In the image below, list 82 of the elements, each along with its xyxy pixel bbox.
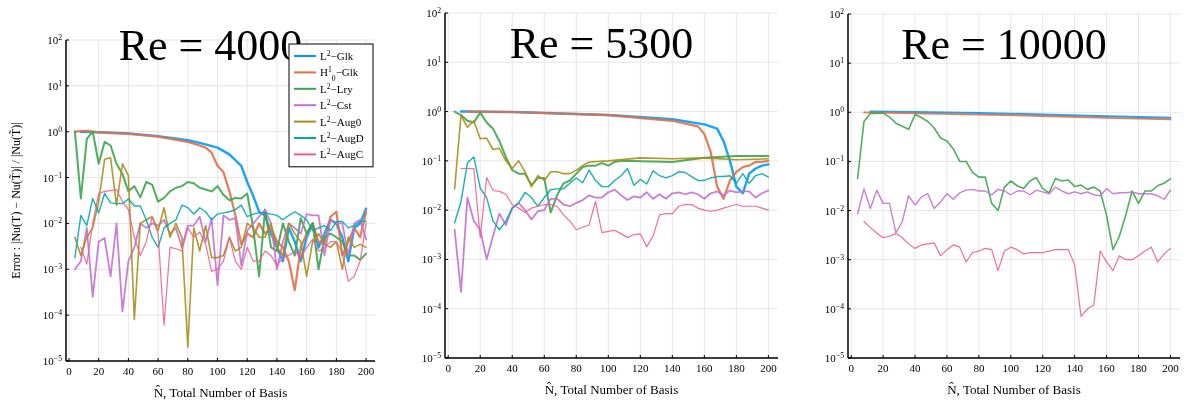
line-series: [856, 186, 1172, 234]
y-tick-label: 10$^{−3}$: [421, 251, 442, 266]
x-tick-label: 20: [93, 365, 105, 377]
y-tick-label: 10$^{−2}$: [421, 202, 442, 217]
line-series: [74, 208, 367, 313]
y-tick-label: 10$^{−1}$: [42, 170, 63, 184]
line-series: [453, 110, 770, 214]
y-tick-label: 10$^{−2}$: [824, 203, 845, 217]
chart-title: Re = 10000: [901, 20, 1107, 69]
x-tick-label: 0: [848, 362, 855, 374]
y-tick-label: 10$^{−4}$: [421, 301, 442, 315]
legend-label: H$^{1}$$_{0}$−Glk: [320, 64, 359, 83]
x-tick-label: 140: [1066, 362, 1084, 374]
x-tick-label: 20: [474, 362, 487, 374]
x-tick-label: 80: [570, 362, 583, 374]
y-tick-label: 10$^{2}$: [829, 6, 845, 20]
x-tick-label: 60: [538, 362, 551, 374]
x-axis-title: N̂, Total Number of Basis: [947, 382, 1081, 397]
x-axis-title: N̂, Total Number of Basis: [544, 382, 679, 397]
y-tick-label: 10$^{−5}$: [42, 353, 63, 367]
x-tick-label: 100: [1002, 362, 1020, 374]
chart-title: Re = 5300: [509, 19, 694, 68]
x-tick-label: 40: [122, 365, 135, 377]
y-tick-label: 10$^{0}$: [426, 104, 442, 118]
x-tick-label: 60: [941, 362, 953, 374]
legend-label: L$^{2}$−Aug0: [320, 114, 362, 128]
line-series: [453, 156, 770, 231]
y-tick-label: 10$^{0}$: [47, 124, 63, 138]
x-tick-label: 40: [909, 362, 922, 374]
x-tick-label: 180: [1130, 362, 1148, 374]
y-tick-label: 10$^{−3}$: [42, 261, 63, 276]
x-tick-label: 0: [445, 362, 452, 374]
x-tick-label: 120: [632, 362, 650, 374]
x-tick-label: 100: [209, 365, 227, 377]
x-tick-label: 160: [696, 362, 714, 374]
y-tick-label: 10$^{−4}$: [42, 307, 63, 322]
x-tick-label: 140: [664, 362, 682, 374]
y-tick-label: 10$^{−1}$: [421, 153, 442, 167]
y-tick-label: 10$^{−1}$: [824, 153, 845, 168]
legend-label: L$^{2}$−AugD: [320, 130, 364, 144]
x-tick-label: 140: [268, 365, 286, 377]
y-tick-label: 10$^{−3}$: [824, 252, 845, 266]
y-tick-label: 10$^{−5}$: [421, 350, 442, 364]
y-tick-label: 10$^{0}$: [829, 104, 845, 119]
y-axis-title: Error : |Nu(T) − Nu(T̃)| / |Nu(T̃)|: [8, 122, 23, 279]
x-tick-label: 180: [328, 365, 346, 377]
x-tick-label: 180: [728, 362, 746, 374]
y-tick-label: 10$^{−4}$: [824, 301, 845, 315]
x-tick-label: 20: [877, 362, 890, 374]
x-tick-label: 60: [152, 365, 165, 377]
line-series: [80, 188, 367, 326]
x-tick-label: 200: [357, 365, 375, 377]
x-tick-label: 200: [760, 362, 778, 374]
line-series: [856, 112, 1172, 251]
x-tick-label: 120: [1034, 362, 1052, 374]
line-series: [863, 220, 1172, 318]
y-tick-label: 10$^{1}$: [426, 54, 442, 69]
x-tick-label: 160: [298, 365, 316, 377]
line-series: [74, 192, 367, 259]
line-series: [869, 110, 1172, 119]
y-tick-label: 10$^{2}$: [47, 32, 63, 46]
legend-label: L$^{2}$−AugC: [320, 146, 364, 161]
line-series: [460, 167, 769, 248]
x-tick-label: 0: [66, 365, 73, 377]
x-tick-label: 120: [238, 365, 256, 377]
x-axis-title: N̂, Total Number of Basis: [153, 385, 288, 400]
x-tick-label: 40: [506, 362, 519, 374]
y-tick-label: 10$^{1}$: [47, 78, 63, 92]
x-tick-label: 100: [600, 362, 618, 374]
x-tick-label: 80: [182, 365, 194, 377]
legend-label: L$^{2}$−Cst: [320, 97, 352, 112]
x-tick-label: 160: [1098, 362, 1116, 374]
legend-label: L$^{2}$−Glk: [320, 48, 354, 62]
y-tick-label: 10$^{1}$: [829, 55, 845, 70]
line-series: [453, 188, 770, 293]
x-tick-label: 80: [973, 362, 985, 374]
y-tick-label: 10$^{−5}$: [824, 350, 845, 364]
y-tick-label: 10$^{2}$: [426, 5, 442, 19]
legend-label: L$^{2}$−Lry: [320, 81, 354, 95]
x-tick-label: 200: [1162, 362, 1180, 374]
line-series: [863, 111, 1172, 121]
y-tick-label: 10$^{−2}$: [42, 215, 63, 230]
